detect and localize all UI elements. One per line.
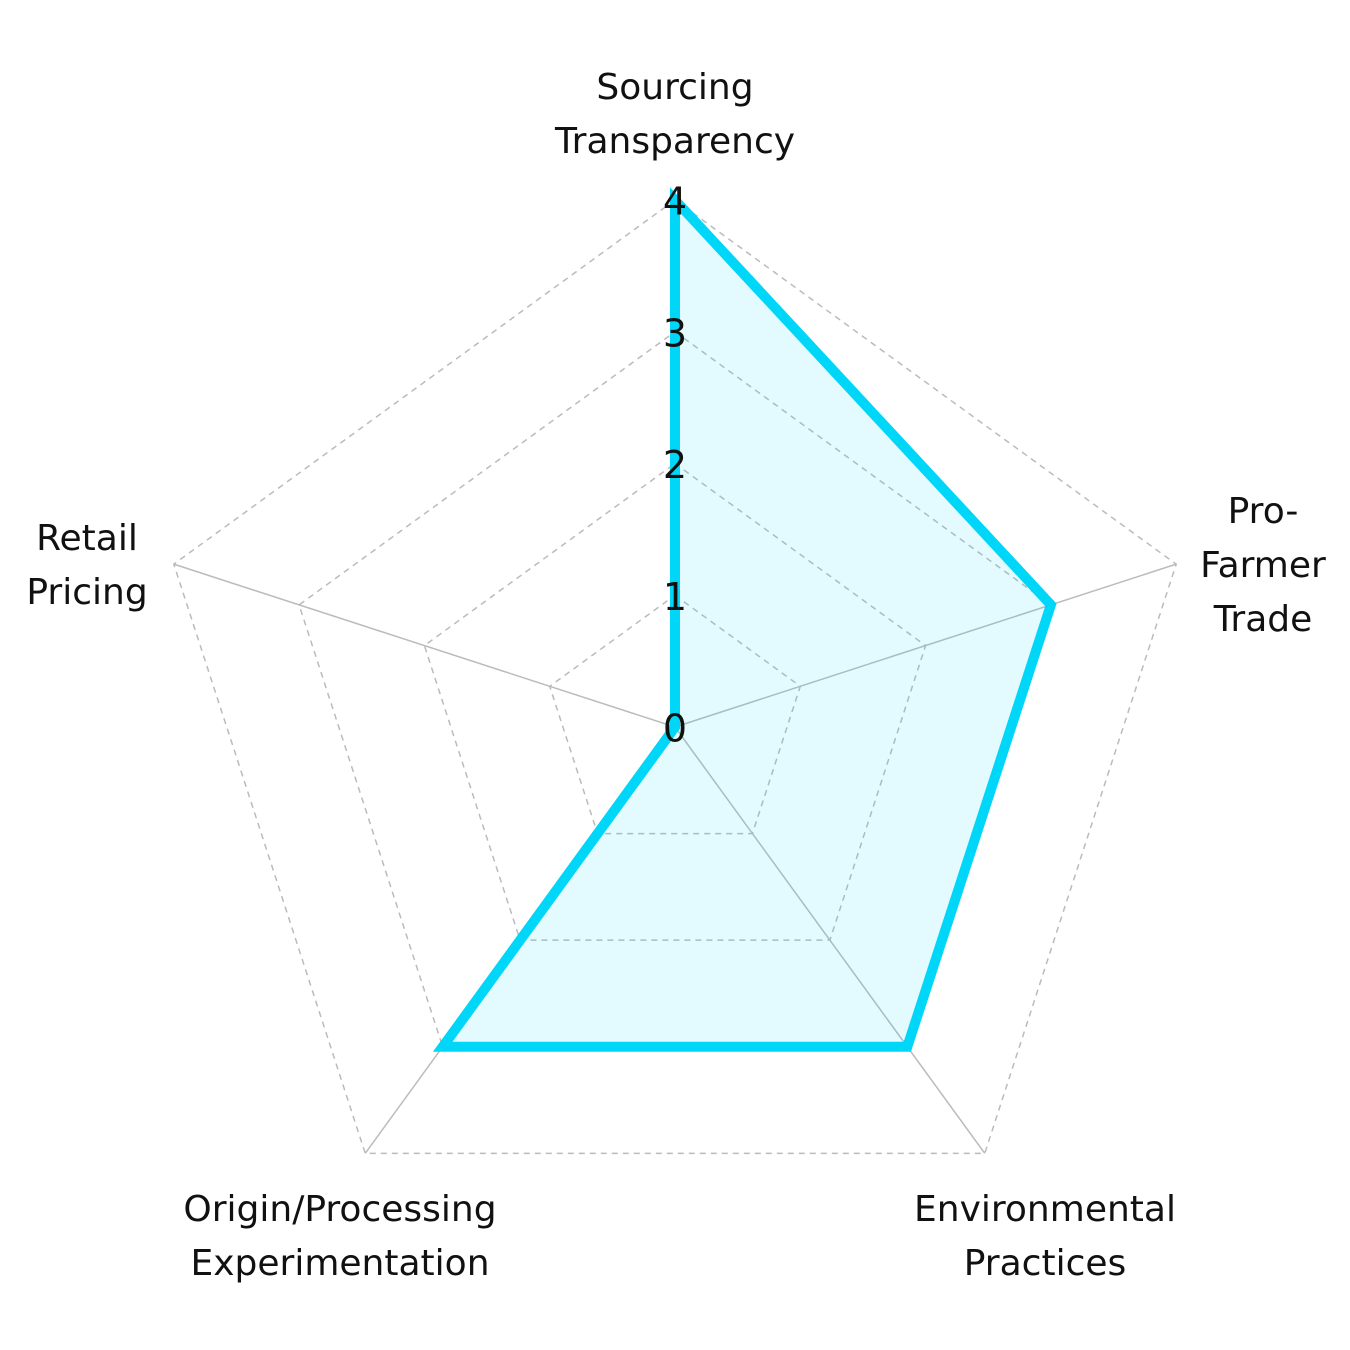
r-tick-label: 3 [663,311,687,355]
r-tick-label: 2 [663,443,687,487]
r-tick-label: 4 [663,180,687,224]
axis-label: Pro-Farmer Trade [1200,491,1326,640]
axis-label: Retail Pricing [26,518,148,613]
r-tick-label: 1 [663,575,687,619]
axis-label: Origin/Processing Experimentation [183,1189,497,1284]
grid-ring [548,594,802,835]
r-tick-label: 0 [663,707,687,751]
axis-label: Sourcing Transparency [554,67,796,162]
axis-label: Environmental Practices [914,1189,1176,1284]
radar-area [432,187,1057,1052]
grid-ring [298,330,1052,1048]
grid-ring [423,462,927,941]
spoke [173,563,676,728]
